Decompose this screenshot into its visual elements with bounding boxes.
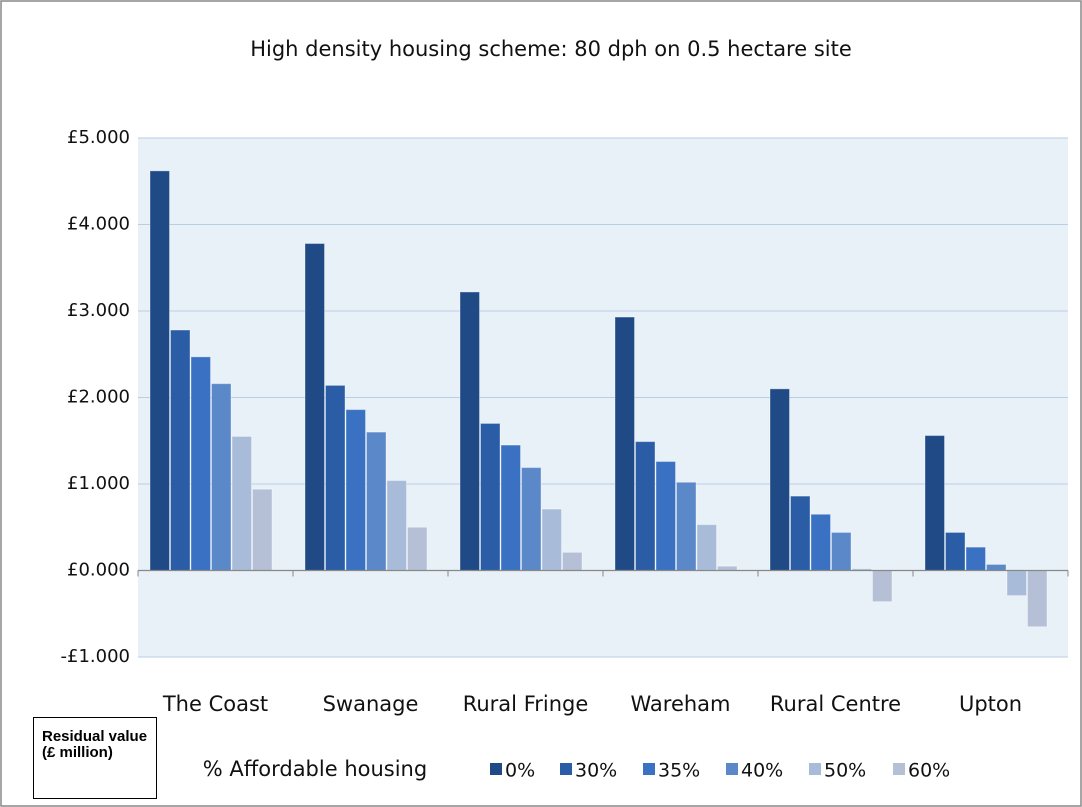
y-tick-label: £0.000 (67, 560, 130, 581)
legend-swatch (726, 763, 738, 775)
bar (831, 531, 852, 572)
bar (769, 388, 790, 571)
x-tick-label: Rural Centre (770, 692, 901, 716)
bar (810, 513, 831, 572)
y-axis-label: Residual value (£ million) (33, 717, 157, 799)
legend-label: 30% (575, 760, 617, 782)
legend-swatch (893, 763, 905, 775)
bar (1006, 570, 1027, 597)
y-tick-label: £1.000 (67, 473, 130, 494)
bar (614, 316, 635, 571)
bar (386, 480, 407, 572)
bar (696, 524, 717, 572)
legend-swatch (643, 763, 655, 775)
bar (231, 435, 252, 571)
bar (521, 467, 542, 571)
y-tick-label: £5.000 (67, 127, 130, 148)
bar (190, 356, 211, 571)
x-tick-label: Swanage (323, 692, 419, 716)
legend-swatch (490, 763, 502, 775)
bar (945, 531, 966, 572)
bar (562, 551, 583, 572)
x-tick-label: The Coast (162, 692, 268, 716)
bar (480, 422, 501, 572)
bar (325, 384, 346, 572)
legend-swatch (560, 763, 572, 775)
x-tick-label: Wareham (630, 692, 730, 716)
bar (304, 243, 325, 571)
chart-title: High density housing scheme: 80 dph on 0… (250, 37, 852, 61)
x-tick-label: Rural Fringe (463, 692, 589, 716)
bar (541, 508, 562, 571)
bar (790, 495, 811, 571)
legend-label: 50% (824, 760, 866, 782)
bar (717, 565, 738, 571)
y-tick-label: -£1.000 (61, 646, 130, 667)
x-tick-label: Upton (959, 692, 1022, 716)
legend-swatch (809, 763, 821, 775)
bar (211, 383, 232, 571)
y-tick-label: £4.000 (67, 214, 130, 235)
bar (924, 435, 945, 571)
bar (366, 431, 387, 571)
legend-title: % Affordable housing (203, 757, 427, 781)
y-tick-label: £2.000 (67, 387, 130, 408)
bar (170, 329, 191, 571)
bar (407, 526, 428, 571)
bar (872, 570, 893, 603)
bar (459, 291, 480, 571)
bar (965, 546, 986, 572)
bar (986, 563, 1007, 572)
y-tick-label: £3.000 (67, 300, 130, 321)
bar (1027, 570, 1048, 628)
bar (635, 441, 656, 571)
bar (345, 409, 366, 571)
legend-label: 0% (505, 760, 535, 782)
legend-label: 35% (658, 760, 700, 782)
bar (149, 170, 170, 571)
legend-label: 60% (908, 760, 950, 782)
bar (676, 481, 697, 571)
bar (655, 461, 676, 572)
legend-label: 40% (741, 760, 783, 782)
bar (500, 444, 521, 572)
bar (252, 488, 273, 571)
